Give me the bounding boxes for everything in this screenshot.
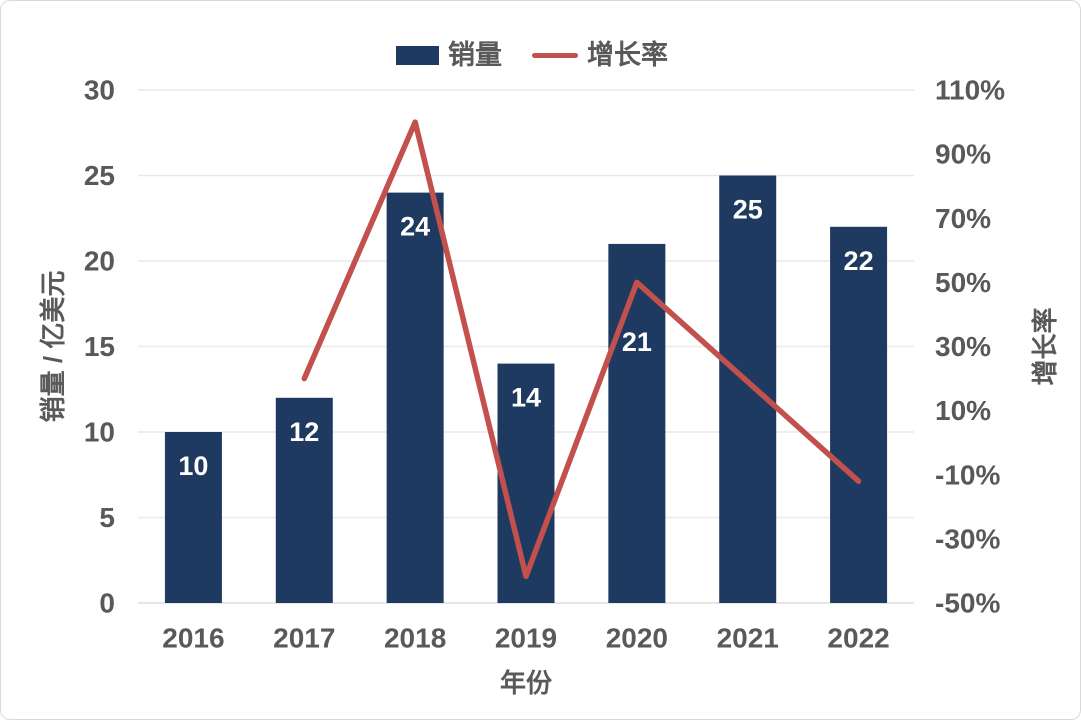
right-axis-tick: 90% <box>935 139 991 170</box>
right-axis-tick: -30% <box>935 523 1000 554</box>
right-axis-tick: 110% <box>935 75 1005 106</box>
bar-label-2019: 14 <box>511 383 541 413</box>
right-axis-tick: 10% <box>935 395 991 426</box>
x-axis-label-2022: 2022 <box>827 623 889 654</box>
bar-2016 <box>164 432 222 603</box>
right-axis-tick: 70% <box>935 203 991 234</box>
bar-label-2017: 12 <box>289 417 319 447</box>
bar-label-2021: 25 <box>733 195 763 225</box>
legend-label-sales: 销量 <box>448 40 502 70</box>
legend-item-growth: 增长率 <box>532 42 668 69</box>
x-axis-label-2018: 2018 <box>384 623 446 654</box>
left-axis-tick: 0 <box>99 588 115 619</box>
left-axis-tick: 30 <box>84 75 115 106</box>
bar-2020 <box>608 243 666 603</box>
bar-2017 <box>275 397 333 603</box>
bar-label-2022: 22 <box>844 246 874 276</box>
bar-label-2016: 10 <box>178 451 208 481</box>
bar-label-2018: 24 <box>400 212 430 242</box>
x-axis-title: 年份 <box>500 668 552 698</box>
bar-series-swatch-icon <box>396 46 439 65</box>
legend-label-growth: 增长率 <box>587 40 668 70</box>
x-axis-label-2016: 2016 <box>162 623 224 654</box>
right-axis-tick: 30% <box>935 331 991 362</box>
line-series-swatch-icon <box>532 53 578 58</box>
x-axis-label-2019: 2019 <box>495 623 557 654</box>
bar-label-2020: 21 <box>622 327 652 357</box>
bar-2018 <box>386 192 444 603</box>
x-axis-label-2021: 2021 <box>717 623 779 654</box>
left-axis-tick: 15 <box>84 331 115 362</box>
legend-item-sales: 销量 <box>396 42 502 69</box>
bar-2019 <box>497 363 555 603</box>
bar-2021 <box>719 175 777 603</box>
x-axis-label-2020: 2020 <box>606 623 668 654</box>
right-axis-tick: 50% <box>935 267 991 298</box>
left-axis-tick: 25 <box>84 160 115 191</box>
x-axis-label-2017: 2017 <box>273 623 335 654</box>
legend: 销量 增长率 <box>1 42 1063 69</box>
left-axis-tick: 5 <box>99 502 115 533</box>
left-axis-tick: 20 <box>84 246 115 277</box>
left-axis-title: 销量 / 亿美元 <box>38 271 68 423</box>
right-axis-tick: -50% <box>935 588 1000 619</box>
growth-rate-line <box>301 119 862 580</box>
right-axis-title: 增长率 <box>1030 307 1060 385</box>
bar-2022 <box>830 226 888 604</box>
right-axis-tick: -10% <box>935 459 1000 490</box>
left-axis-tick: 10 <box>84 417 115 448</box>
